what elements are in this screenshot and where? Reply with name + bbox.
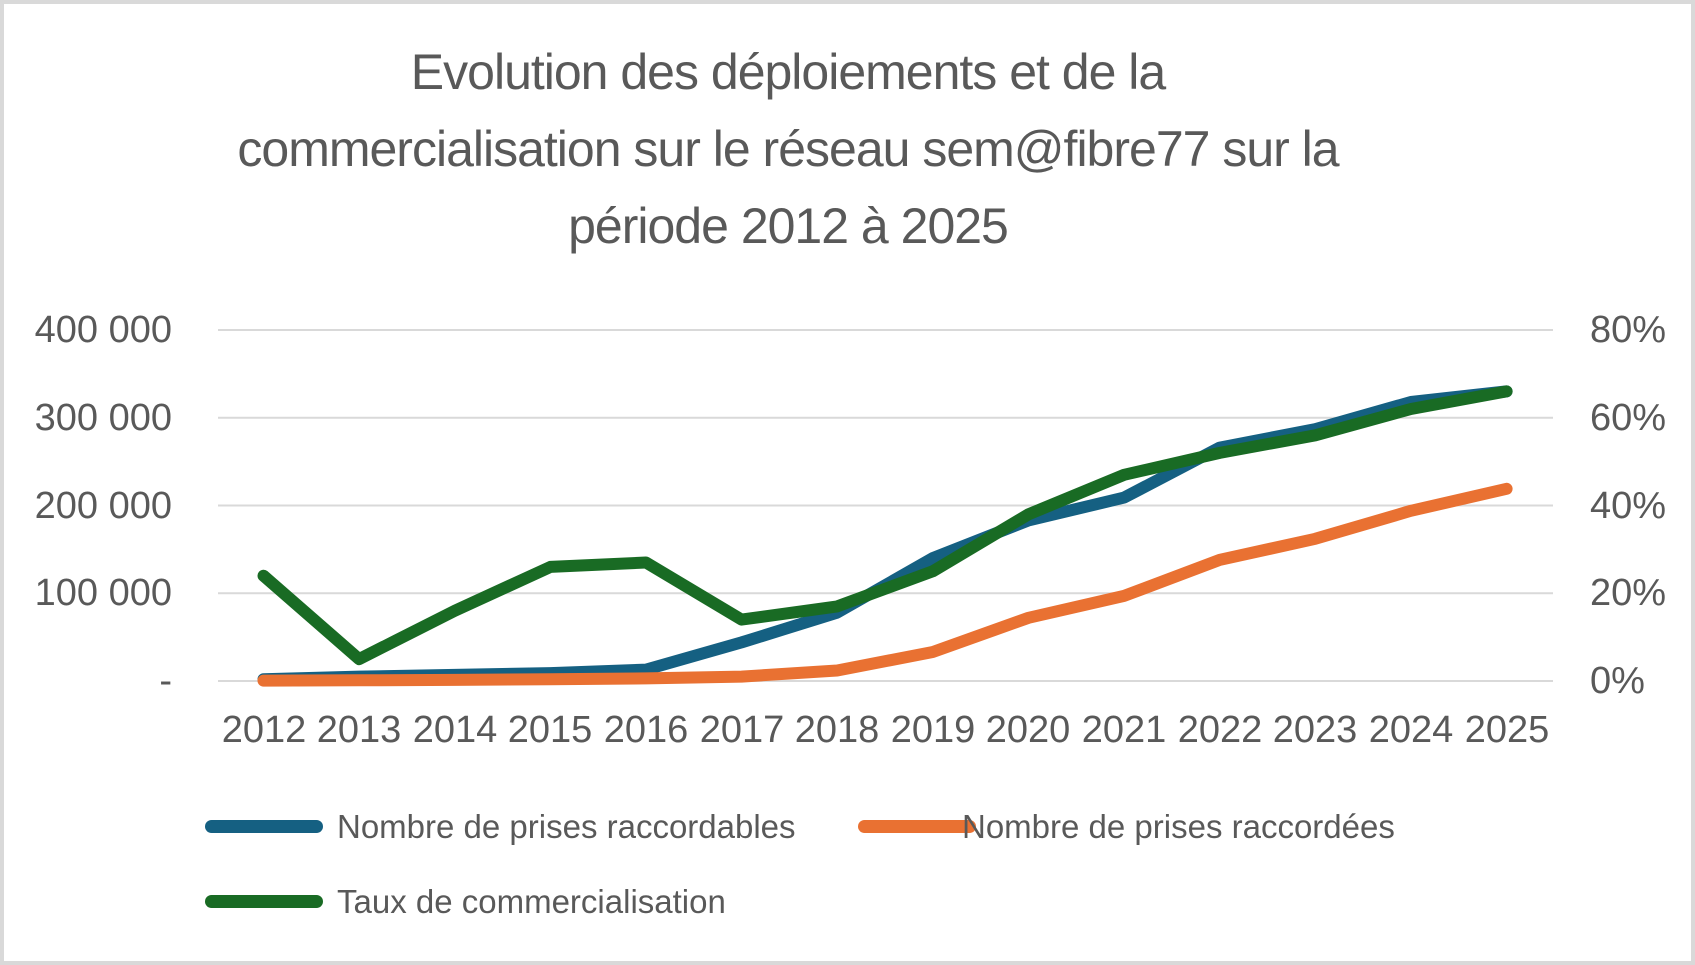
x-axis-tick-label: 2021	[1081, 709, 1167, 751]
x-axis-tick-label: 2015	[507, 709, 593, 751]
series-line-taux	[257, 385, 1513, 666]
chart-title-line-1: Evolution des déploiements et de la	[410, 44, 1166, 100]
chart-title: Evolution des déploiements et de la comm…	[0, 34, 1576, 265]
x-axis-tick-label: 2016	[603, 709, 689, 751]
x-axis-tick-label: 2023	[1272, 709, 1358, 751]
y-axis-tick-label: 100 000	[34, 572, 172, 614]
x-axis-tick-label: 2017	[699, 709, 785, 751]
series-line-raccordees	[257, 482, 1513, 687]
y-axis-tick-label: 400 000	[34, 309, 172, 351]
y-axis-tick-label: 40%	[1590, 485, 1667, 527]
y-axis-tick-label: 0%	[1590, 660, 1645, 702]
x-axis-tick-label: 2024	[1368, 709, 1454, 751]
x-axis-tick-label: 2018	[794, 709, 880, 751]
y-axis-tick-label: 80%	[1590, 309, 1667, 351]
x-axis-tick-label: 2013	[316, 709, 402, 751]
chart-title-line-3: période 2012 à 2025	[568, 198, 1009, 254]
y-axis-tick-label: -	[159, 660, 172, 702]
y-axis-tick-label: 60%	[1590, 397, 1667, 439]
x-axis-tick-label: 2022	[1177, 709, 1263, 751]
y-axis-tick-label: 300 000	[34, 397, 172, 439]
x-axis-tick-label: 2020	[985, 709, 1071, 751]
x-axis-tick-label: 2012	[221, 709, 307, 751]
x-axis-tick-label: 2014	[412, 709, 498, 751]
y-axis-tick-label: 20%	[1590, 572, 1667, 614]
chart-title-line-2: commercialisation sur le réseau sem@fibr…	[237, 121, 1339, 177]
x-axis-tick-label: 2025	[1464, 709, 1550, 751]
x-axis-tick-label: 2019	[890, 709, 976, 751]
y-axis-tick-label: 200 000	[34, 485, 172, 527]
